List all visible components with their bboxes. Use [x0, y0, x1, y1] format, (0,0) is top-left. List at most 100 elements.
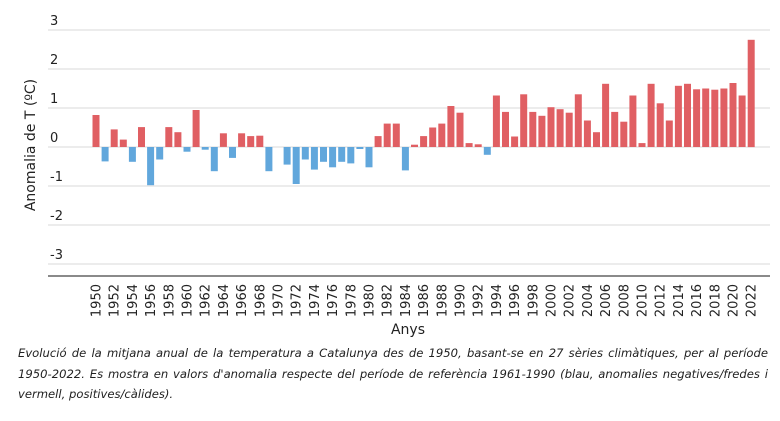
x-tick-label: 1992 — [472, 284, 487, 317]
bar-2002 — [565, 112, 573, 147]
bars — [92, 39, 755, 186]
x-tick-label: 2010 — [636, 284, 651, 317]
x-tick-label: 1998 — [526, 284, 541, 317]
bar-2022 — [747, 39, 755, 148]
bar-1951 — [101, 147, 109, 162]
bar-1992 — [474, 144, 482, 147]
x-tick-label: 1990 — [454, 284, 469, 317]
bar-2003 — [574, 94, 582, 147]
bar-1994 — [492, 95, 500, 147]
x-tick-label: 1960 — [181, 284, 196, 317]
x-tick-label: 2008 — [617, 284, 632, 317]
bar-2014 — [674, 85, 682, 147]
bar-1980 — [365, 147, 373, 168]
bar-2021 — [738, 95, 746, 147]
x-tick-label: 1968 — [253, 284, 268, 317]
x-tick-label: 2014 — [672, 284, 687, 317]
bar-1973 — [301, 147, 309, 160]
x-tick-label: 2004 — [581, 284, 596, 317]
x-tick-label: 1978 — [344, 284, 359, 317]
y-tick-label: 0 — [50, 131, 58, 146]
bar-1999 — [538, 115, 546, 147]
bar-1997 — [520, 94, 528, 147]
bar-1959 — [174, 132, 182, 147]
y-tick-label: 2 — [50, 53, 58, 68]
bar-1961 — [192, 110, 200, 147]
x-tick-label: 1984 — [399, 284, 414, 317]
bar-2001 — [556, 109, 564, 147]
bar-2008 — [620, 121, 628, 148]
bar-1987 — [429, 127, 437, 147]
bar-1996 — [511, 136, 519, 147]
bar-1956 — [147, 147, 155, 186]
bar-1962 — [201, 147, 209, 150]
bar-2010 — [638, 143, 646, 147]
x-tick-label: 2012 — [654, 284, 669, 317]
bar-1981 — [374, 136, 382, 147]
x-tick-label: 1982 — [381, 284, 396, 317]
bar-1974 — [310, 147, 318, 170]
bar-1979 — [356, 147, 364, 149]
bar-2006 — [602, 83, 610, 147]
y-axis-title: Anomalia de T (ºC) — [23, 79, 39, 211]
bar-2013 — [665, 120, 673, 147]
bar-2016 — [693, 89, 701, 147]
x-tick-label: 2002 — [563, 284, 578, 317]
x-tick-label: 1952 — [108, 284, 123, 317]
x-tick-label: 1974 — [308, 284, 323, 317]
bar-1990 — [456, 112, 464, 147]
bar-1995 — [502, 111, 509, 147]
bar-2017 — [702, 88, 710, 147]
bar-1952 — [110, 129, 118, 147]
bar-2015 — [684, 83, 691, 147]
y-tick-label: -1 — [50, 170, 63, 185]
y-tick-labels: 3 2 1 0 -1 -2 -3 — [50, 14, 63, 263]
figure-caption: Evolució de la mitjana anual de la tempe… — [18, 346, 768, 401]
x-tick-labels: 1950 1952 1954 1956 1958 1960 1962 1964 1966 1968… — [90, 284, 760, 317]
bar-2009 — [629, 95, 637, 147]
bar-1953 — [119, 139, 127, 147]
x-tick-label: 1966 — [235, 284, 250, 317]
bar-1958 — [165, 127, 173, 147]
bar-1983 — [392, 123, 400, 147]
x-tick-label: 1994 — [490, 284, 505, 317]
x-tick-label: 2000 — [545, 284, 560, 317]
bar-1984 — [401, 147, 409, 171]
bar-1950 — [92, 115, 100, 147]
bar-1965 — [229, 147, 236, 158]
bar-2020 — [729, 83, 737, 147]
bar-1971 — [283, 147, 291, 165]
y-tick-label: 3 — [50, 14, 58, 29]
y-tick-label: -3 — [50, 248, 63, 263]
bar-1969 — [265, 147, 273, 172]
y-tick-label: -2 — [50, 209, 63, 224]
x-tick-label: 1970 — [272, 284, 287, 317]
bar-2011 — [647, 83, 655, 147]
bar-1964 — [219, 133, 227, 147]
bar-1972 — [292, 147, 300, 184]
bar-1982 — [383, 123, 391, 147]
bar-1991 — [465, 143, 473, 147]
bar-1977 — [338, 147, 346, 162]
x-tick-label: 2020 — [727, 284, 742, 317]
bar-1976 — [329, 147, 337, 168]
x-axis-title: Anys — [391, 322, 425, 338]
bar-1993 — [483, 147, 491, 155]
x-tick-label: 2016 — [690, 284, 705, 317]
bar-1966 — [238, 133, 246, 147]
x-tick-label: 1976 — [326, 284, 341, 317]
x-tick-label: 1972 — [290, 284, 305, 317]
x-tick-label: 2018 — [708, 284, 723, 317]
x-tick-label: 1986 — [417, 284, 432, 317]
bar-1978 — [347, 147, 355, 164]
bar-1954 — [128, 147, 136, 162]
x-tick-label: 1954 — [126, 284, 141, 317]
bar-1963 — [210, 147, 218, 172]
bar-2018 — [711, 89, 719, 147]
bar-1989 — [447, 106, 455, 147]
x-tick-label: 1958 — [162, 284, 177, 317]
bar-1975 — [320, 147, 327, 162]
x-tick-label: 1962 — [199, 284, 214, 317]
bar-2000 — [547, 107, 555, 147]
